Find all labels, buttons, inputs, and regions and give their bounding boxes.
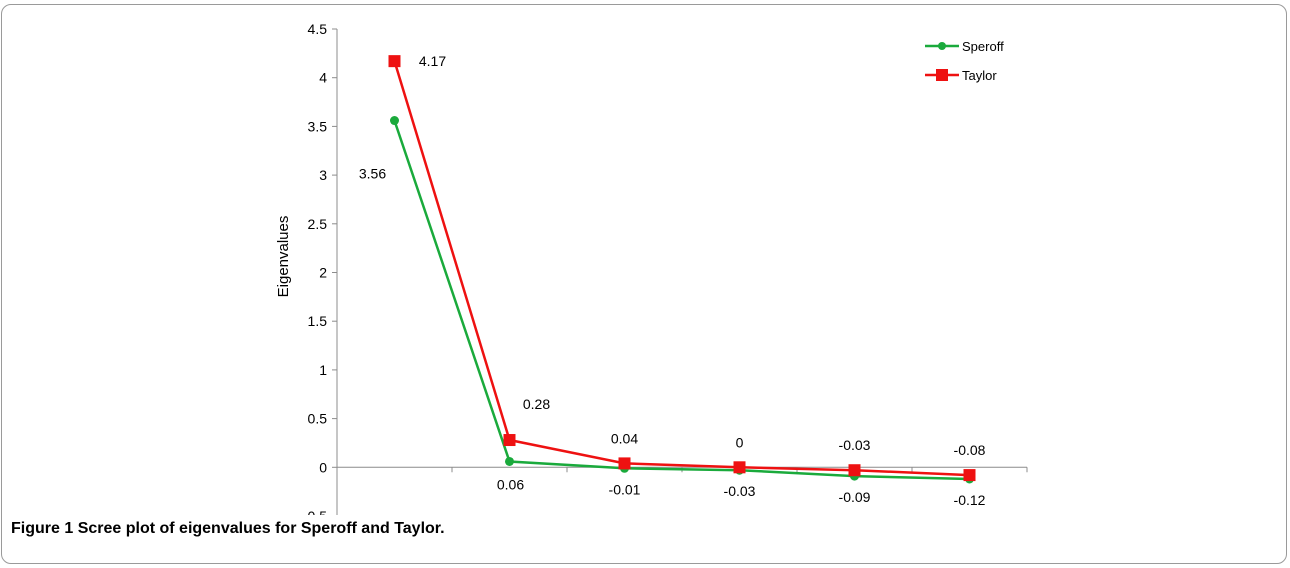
chart-axes: 4.5 4 3.5 3 2.5 2 1.5 1 0.5 0 -0.5 Eigenvalues [275, 21, 1028, 515]
y-tick-label: 4 [319, 70, 327, 86]
data-label-taylor: 0.04 [611, 430, 638, 446]
y-tick-label: 0.5 [308, 411, 328, 427]
y-axis-title: Eigenvalues [275, 216, 292, 298]
y-tick-label: -0.5 [303, 508, 327, 515]
data-point-speroff [390, 116, 399, 126]
y-tick-label: 0 [319, 459, 327, 475]
figure-caption: Figure 1 Scree plot of eigenvalues for S… [11, 520, 445, 538]
data-point-taylor [848, 464, 861, 477]
data-label-taylor: -0.08 [954, 442, 986, 458]
chart-legend: Speroff Taylor [925, 39, 1004, 83]
y-tick-label: 3 [319, 167, 327, 183]
legend-label-speroff: Speroff [962, 39, 1004, 54]
data-labels-layer: 3.56 0.06 -0.01 -0.03 -0.09 -0.12 4.17 0.28 0.04… [359, 53, 986, 508]
data-point-taylor [618, 457, 631, 470]
data-label-speroff: 3.56 [359, 166, 386, 182]
data-label-taylor: 4.17 [419, 53, 446, 69]
y-tick-label: 2 [319, 265, 327, 281]
figure-frame [1, 4, 1287, 564]
legend-marker-taylor [936, 69, 948, 81]
legend-marker-speroff [938, 42, 946, 50]
data-label-speroff: -0.03 [724, 483, 756, 499]
data-point-taylor [388, 55, 401, 68]
data-point-taylor [733, 461, 746, 474]
data-label-taylor: 0.28 [523, 396, 550, 412]
legend-label-taylor: Taylor [962, 68, 997, 83]
data-label-speroff: -0.12 [954, 492, 986, 508]
data-label-taylor: -0.03 [839, 437, 871, 453]
data-label-speroff: -0.09 [839, 489, 871, 505]
caption-text: Scree plot of eigenvalues for Speroff an… [77, 520, 445, 537]
data-point-speroff [505, 456, 514, 466]
data-label-speroff: -0.01 [609, 481, 641, 497]
data-point-taylor [963, 469, 976, 482]
series-layer [388, 55, 976, 484]
data-label-speroff: 0.06 [497, 476, 524, 492]
data-label-taylor: 0 [736, 434, 744, 450]
data-point-taylor [503, 434, 516, 447]
series-line-speroff [393, 120, 970, 481]
y-tick-label: 4.5 [308, 21, 328, 37]
series-line-taylor [393, 60, 970, 477]
caption-label: Figure 1 [11, 520, 74, 537]
scree-plot-chart: 4.5 4 3.5 3 2.5 2 1.5 1 0.5 0 -0.5 Eigenvalues 3.56… [275, 21, 1028, 515]
y-tick-label: 2.5 [308, 216, 328, 232]
y-tick-label: 1 [319, 362, 327, 378]
y-tick-label: 3.5 [308, 118, 328, 134]
y-tick-label: 1.5 [308, 313, 328, 329]
